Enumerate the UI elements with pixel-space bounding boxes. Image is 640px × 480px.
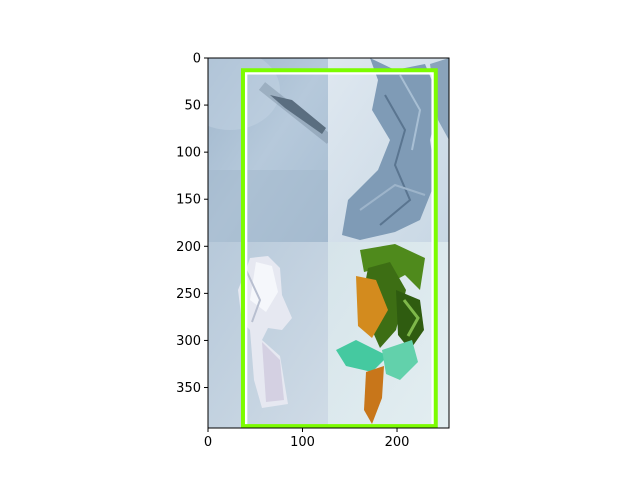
y-tick-label: 350 [176,381,201,396]
tile-bottom-left [208,242,328,428]
y-tick-label: 150 [176,193,201,208]
green-box [240,68,438,429]
x-tick-label: 200 [385,435,410,450]
tile-top-left [208,58,334,242]
y-tick-label: 300 [176,334,201,349]
y-tick-label: 200 [176,240,201,255]
y-tick-label: 50 [184,99,201,114]
x-axis-ticks: 0 100 200 [204,428,410,450]
y-tick-label: 0 [193,52,201,67]
x-tick-label: 100 [290,435,315,450]
tile-bottom-right [328,242,449,428]
axes-frame [207,57,450,429]
y-tick-label: 100 [176,146,201,161]
y-tick-label: 250 [176,287,201,302]
y-axis-ticks: 0 50 100 150 200 250 300 350 [176,52,208,396]
image-grid [208,58,449,428]
x-tick-label: 0 [204,435,212,450]
tile-top-right [328,58,449,242]
